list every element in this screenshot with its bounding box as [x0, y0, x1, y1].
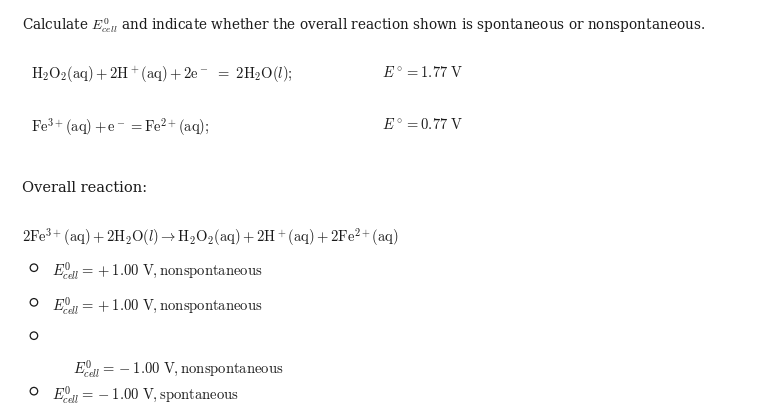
Text: $\mathrm{2Fe^{3+}(aq) + 2H_2O(}$$l$$\mathrm{) \rightarrow H_2O_2(aq) + 2H^+(aq) : $\mathrm{2Fe^{3+}(aq) + 2H_2O(}$$l$$\mat… — [22, 227, 399, 249]
Text: $E^\circ = 1.77\ \mathrm{V}$: $E^\circ = 1.77\ \mathrm{V}$ — [382, 65, 463, 80]
Text: $\mathrm{H_2O_2(aq) + 2H^+(aq) + 2e^-}$ $\mathrm{= \ 2H_2O(}$$l$$\mathrm{);}$: $\mathrm{H_2O_2(aq) + 2H^+(aq) + 2e^-}$ … — [31, 65, 292, 85]
Text: $\mathrm{Fe^{3+}(aq) + e^- = Fe^{2+}(aq);}$: $\mathrm{Fe^{3+}(aq) + e^- = Fe^{2+}(aq)… — [31, 117, 209, 139]
Text: $E^0_{cell}\mathrm{= +1.00\ V, nonspontaneous}$: $E^0_{cell}\mathrm{= +1.00\ V, nonsponta… — [52, 295, 263, 317]
Text: Overall reaction:: Overall reaction: — [22, 181, 146, 196]
Text: $E^\circ = 0.77\ \mathrm{V}$: $E^\circ = 0.77\ \mathrm{V}$ — [382, 117, 463, 132]
Text: $E^0_{cell}\mathrm{= -1.00\ V, nonspontaneous}$: $E^0_{cell}\mathrm{= -1.00\ V, nonsponta… — [73, 359, 284, 380]
Text: Calculate $E^0_{cell}$ and indicate whether the overall reaction shown is sponta: Calculate $E^0_{cell}$ and indicate whet… — [22, 16, 705, 35]
Text: $E^0_{cell}\mathrm{= +1.00\ V, nonspontaneous}$: $E^0_{cell}\mathrm{= +1.00\ V, nonsponta… — [52, 261, 263, 282]
Text: $E^0_{cell}\mathrm{= -1.00\ V, spontaneous}$: $E^0_{cell}\mathrm{= -1.00\ V, spontaneo… — [52, 384, 239, 406]
